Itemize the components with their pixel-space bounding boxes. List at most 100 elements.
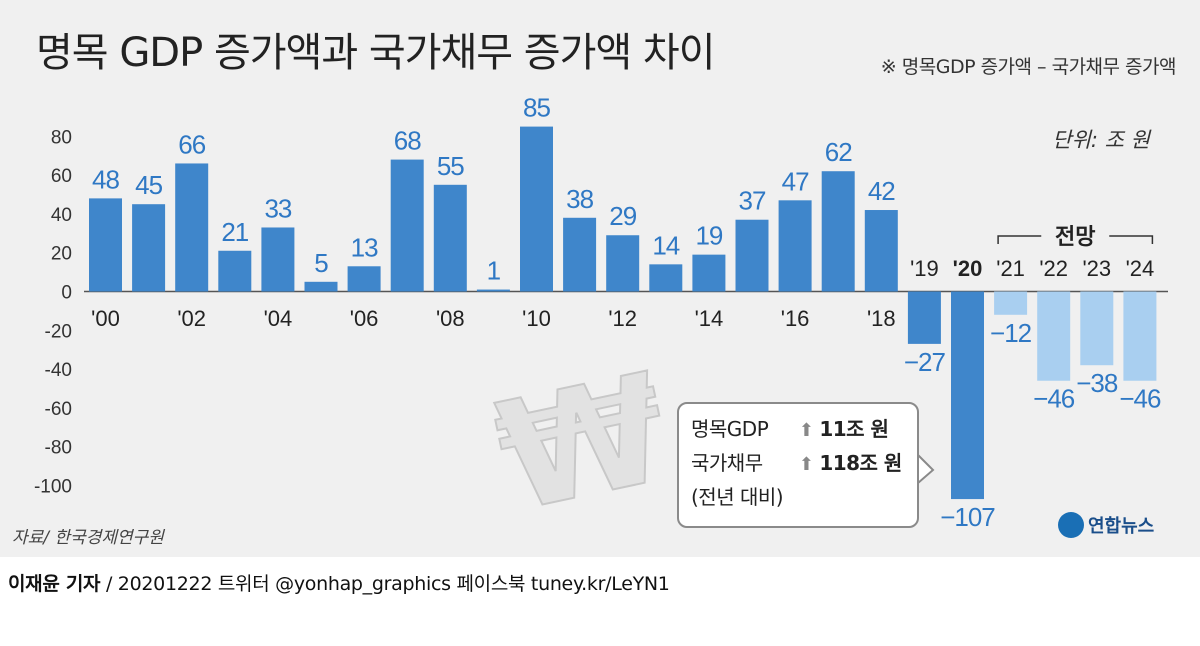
y-tick-label: 60: [51, 166, 72, 187]
data-label: −46: [1119, 384, 1161, 414]
callout-pointer: [917, 454, 935, 484]
bar-15: [735, 219, 769, 292]
y-tick-label: 0: [61, 283, 72, 304]
data-label: 55: [437, 151, 464, 181]
callout-basis: (전년 대비): [691, 485, 784, 509]
y-tick-label: -100: [34, 477, 72, 498]
bar-04: [261, 227, 295, 292]
data-label: 29: [609, 201, 636, 231]
bar-00: [89, 198, 122, 292]
data-label: 48: [92, 164, 119, 194]
x-tick-label: '21: [996, 256, 1025, 281]
callout-gdp-row: 명목GDP ⬆ 11조 원: [691, 412, 905, 446]
bar-07: [390, 159, 424, 292]
bar-22: [1037, 291, 1071, 381]
bar-09: [476, 289, 510, 292]
y-tick-label: 20: [51, 244, 72, 265]
unit-label: 단위: 조 원: [1052, 128, 1150, 152]
data-label: −12: [990, 318, 1032, 348]
bar-18: [864, 210, 898, 292]
bar-chart: 80 60 40 20 0 -20 -40 -60 -80 -100 48 '00 45 66 '02 21 3…: [34, 93, 1168, 547]
bar-12: [606, 235, 640, 292]
logo-text: 연합뉴스: [1088, 516, 1155, 537]
data-label: −107: [940, 502, 995, 532]
data-label: 68: [394, 126, 421, 156]
y-tick-label: -80: [45, 438, 72, 459]
bar-11: [563, 217, 597, 292]
bar-06: [347, 266, 381, 292]
logo-icon: [1058, 512, 1084, 538]
callout-debt-value: 118조 원: [819, 451, 902, 475]
bar-10: [520, 126, 553, 292]
x-tick-label: '00: [91, 306, 120, 331]
callout-gdp-name: 명목GDP: [691, 417, 769, 441]
x-tick-label: '19: [910, 256, 939, 281]
y-tick-label: 40: [51, 205, 72, 226]
callout-debt-name: 국가채무: [691, 451, 763, 475]
bar-08: [433, 184, 467, 292]
up-arrow-icon: ⬆: [798, 420, 814, 441]
bar-16: [778, 200, 812, 292]
bar-17: [821, 171, 855, 292]
byline-author: 이재윤 기자: [8, 573, 101, 595]
bar-13: [649, 264, 683, 292]
x-tick-label: '04: [264, 306, 293, 331]
bar-01: [132, 204, 166, 292]
bar-14: [692, 254, 726, 292]
chart-title: 명목 GDP 증가액과 국가채무 증가액 차이: [36, 30, 715, 76]
x-tick-label: '10: [522, 306, 551, 331]
callout-box: 명목GDP ⬆ 11조 원 국가채무 ⬆ 118조 원 (전년 대비): [677, 402, 919, 528]
x-tick-label: '16: [781, 306, 810, 331]
x-tick-label: '12: [608, 306, 637, 331]
data-label: 1: [487, 256, 501, 286]
data-label: −38: [1076, 368, 1118, 398]
data-label: 62: [825, 137, 852, 167]
x-tick-label: '22: [1039, 256, 1068, 281]
data-label: 14: [652, 230, 679, 260]
data-label: 5: [314, 248, 328, 278]
formula-note: ※ 명목GDP 증가액 – 국가채무 증가액: [880, 56, 1177, 78]
bar-24: [1123, 291, 1157, 381]
up-arrow-icon: ⬆: [798, 454, 814, 475]
byline: 이재윤 기자 / 20201222 트위터 @yonhap_graphics 페…: [8, 569, 670, 596]
yonhap-logo: 연합뉴스: [1058, 512, 1154, 538]
data-label: 33: [264, 193, 291, 223]
data-label: 47: [782, 166, 809, 196]
callout-gdp-value: 11조 원: [819, 417, 889, 441]
x-tick-label: '02: [177, 306, 206, 331]
data-label: 37: [739, 186, 766, 216]
x-tick-label: '08: [436, 306, 465, 331]
won-sign-icon: ₩: [484, 341, 682, 546]
data-label: 85: [523, 93, 550, 123]
data-label: −27: [904, 347, 946, 377]
data-label: 42: [868, 176, 895, 206]
forecast-bracket: [997, 235, 1154, 244]
bar-21: [994, 291, 1028, 315]
data-label: 66: [178, 129, 205, 159]
forecast-label: 전망: [1055, 224, 1095, 249]
bar-19: [907, 291, 941, 344]
byline-rest: / 20201222 트위터 @yonhap_graphics 페이스북 tun…: [100, 573, 670, 595]
data-label: −46: [1033, 384, 1075, 414]
x-tick-label: '14: [695, 306, 724, 331]
bar-02: [175, 163, 209, 292]
data-label: 13: [351, 232, 378, 262]
y-tick-label: -40: [45, 360, 72, 381]
callout-debt-row: 국가채무 ⬆ 118조 원: [691, 446, 905, 480]
y-tick-label: 80: [51, 127, 72, 148]
x-tick-label: '06: [350, 306, 379, 331]
x-tick-label: '24: [1126, 256, 1155, 281]
x-tick-label: '18: [867, 306, 896, 331]
bar-05: [304, 281, 338, 292]
y-tick-label: -20: [45, 321, 72, 342]
x-tick-label: '20: [953, 256, 983, 281]
data-label: 38: [566, 184, 593, 214]
bar-03: [218, 250, 252, 292]
source-label: 자료/ 한국경제연구원: [12, 528, 164, 548]
data-label: 45: [135, 170, 162, 200]
y-tick-label: -60: [45, 399, 72, 420]
x-tick-label: '23: [1082, 256, 1111, 281]
data-label: 21: [221, 217, 248, 247]
bar-20: [951, 291, 984, 500]
bar-23: [1080, 291, 1114, 366]
